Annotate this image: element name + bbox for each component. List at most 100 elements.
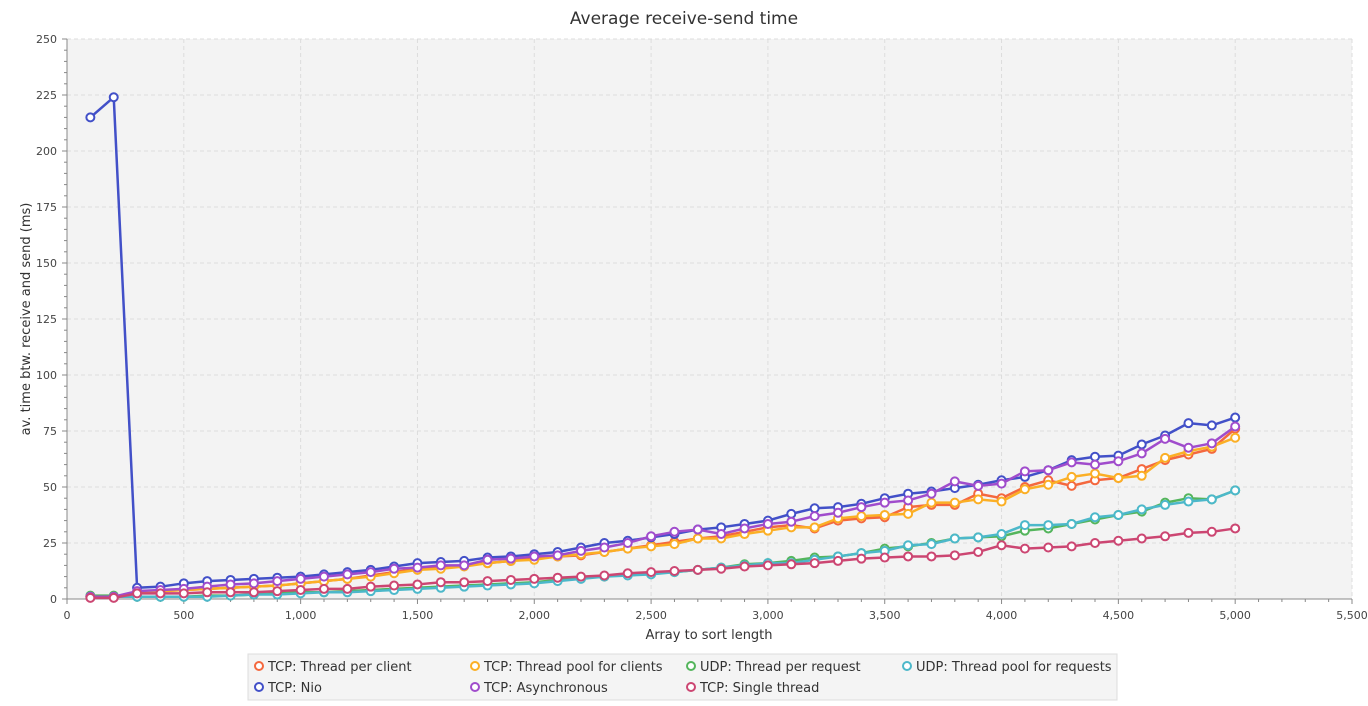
data-point[interactable] — [1019, 484, 1030, 495]
data-point[interactable] — [389, 563, 400, 574]
data-point[interactable] — [1113, 473, 1124, 484]
data-point[interactable] — [1090, 451, 1100, 462]
legend-item[interactable]: TCP: Thread per client — [267, 660, 412, 675]
legend-item[interactable]: UDP: Thread pool for requests — [916, 660, 1112, 675]
data-point[interactable] — [1066, 541, 1077, 552]
data-point[interactable] — [576, 571, 586, 582]
data-point[interactable] — [272, 586, 283, 597]
data-point[interactable] — [1043, 520, 1054, 531]
data-point[interactable] — [786, 559, 797, 570]
data-point[interactable] — [692, 524, 703, 535]
data-point[interactable] — [903, 495, 914, 506]
data-point[interactable] — [1183, 496, 1194, 507]
data-point[interactable] — [529, 551, 540, 562]
data-point[interactable] — [482, 576, 493, 587]
data-point[interactable] — [762, 518, 773, 529]
data-point[interactable] — [1043, 542, 1054, 553]
data-point[interactable] — [1066, 457, 1077, 468]
data-point[interactable] — [973, 546, 984, 557]
data-point[interactable] — [1090, 538, 1100, 548]
data-point[interactable] — [926, 551, 937, 562]
data-point[interactable] — [1230, 421, 1241, 432]
data-point[interactable] — [1183, 527, 1194, 538]
data-point[interactable] — [505, 553, 516, 564]
data-point[interactable] — [809, 511, 820, 522]
data-point[interactable] — [1136, 533, 1147, 544]
data-point[interactable] — [85, 592, 96, 603]
data-point[interactable] — [529, 573, 540, 584]
data-point[interactable] — [716, 529, 727, 540]
data-point[interactable] — [1230, 412, 1241, 423]
data-point[interactable] — [856, 502, 867, 513]
legend-item[interactable]: UDP: Thread per request — [700, 660, 861, 675]
data-point[interactable] — [1113, 456, 1124, 467]
data-point[interactable] — [202, 587, 213, 598]
legend-item[interactable]: TCP: Thread pool for clients — [483, 660, 663, 675]
data-point[interactable] — [1206, 494, 1217, 505]
data-point[interactable] — [295, 585, 306, 596]
data-point[interactable] — [435, 577, 446, 588]
data-point[interactable] — [1206, 420, 1217, 431]
data-point[interactable] — [1019, 466, 1030, 477]
data-point[interactable] — [786, 516, 797, 527]
data-point[interactable] — [1230, 432, 1241, 443]
data-point[interactable] — [1230, 485, 1241, 496]
data-point[interactable] — [949, 476, 960, 487]
data-point[interactable] — [762, 560, 773, 571]
data-point[interactable] — [319, 583, 329, 594]
data-point[interactable] — [1136, 504, 1147, 515]
data-point[interactable] — [786, 508, 797, 519]
data-point[interactable] — [879, 510, 890, 520]
data-point[interactable] — [459, 560, 470, 571]
data-point[interactable] — [739, 561, 750, 572]
data-point[interactable] — [669, 539, 680, 550]
data-point[interactable] — [856, 511, 867, 522]
data-point[interactable] — [669, 566, 680, 576]
data-point[interactable] — [646, 531, 657, 542]
data-point[interactable] — [459, 577, 470, 588]
data-point[interactable] — [248, 587, 259, 598]
data-point[interactable] — [552, 572, 563, 583]
data-point[interactable] — [225, 579, 236, 590]
data-point[interactable] — [576, 545, 586, 556]
data-point[interactable] — [809, 503, 820, 514]
data-point[interactable] — [1113, 510, 1124, 520]
data-point[interactable] — [622, 538, 633, 548]
legend-item[interactable]: TCP: Asynchronous — [483, 681, 608, 696]
data-point[interactable] — [926, 488, 937, 499]
data-point[interactable] — [412, 579, 423, 590]
data-point[interactable] — [1066, 518, 1077, 529]
data-point[interactable] — [856, 553, 867, 564]
data-point[interactable] — [319, 571, 329, 582]
data-point[interactable] — [949, 550, 960, 561]
data-point[interactable] — [1043, 465, 1054, 476]
data-point[interactable] — [1113, 535, 1124, 546]
legend-item[interactable]: TCP: Single thread — [699, 681, 819, 696]
data-point[interactable] — [365, 581, 376, 592]
data-point[interactable] — [342, 583, 353, 594]
data-point[interactable] — [926, 497, 937, 508]
data-point[interactable] — [389, 580, 400, 591]
data-point[interactable] — [903, 540, 914, 551]
data-point[interactable] — [599, 570, 610, 581]
data-point[interactable] — [1090, 468, 1100, 479]
data-point[interactable] — [1230, 523, 1241, 534]
data-point[interactable] — [342, 569, 353, 580]
data-point[interactable] — [365, 567, 376, 578]
data-point[interactable] — [1160, 452, 1171, 463]
data-point[interactable] — [833, 555, 843, 566]
data-point[interactable] — [108, 592, 119, 603]
data-point[interactable] — [482, 554, 493, 565]
data-point[interactable] — [949, 533, 960, 544]
data-point[interactable] — [996, 496, 1007, 507]
data-point[interactable] — [1136, 448, 1147, 459]
data-point[interactable] — [505, 574, 516, 585]
data-point[interactable] — [879, 552, 890, 563]
data-point[interactable] — [1206, 438, 1217, 449]
data-point[interactable] — [1206, 526, 1217, 537]
data-point[interactable] — [1019, 520, 1030, 531]
data-point[interactable] — [1160, 499, 1171, 510]
data-point[interactable] — [85, 112, 96, 123]
data-point[interactable] — [716, 563, 727, 574]
data-point[interactable] — [926, 539, 937, 550]
